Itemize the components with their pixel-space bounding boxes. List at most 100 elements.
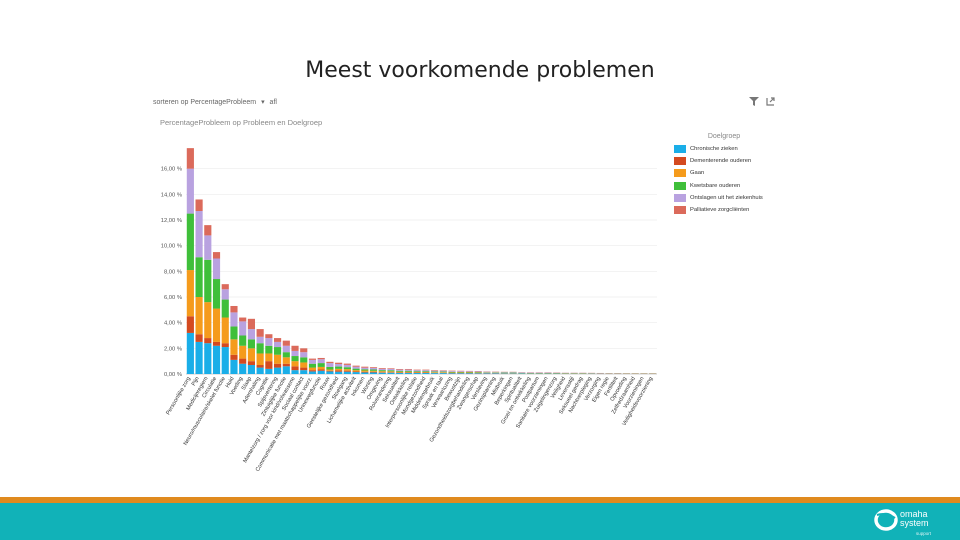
bar-segment[interactable] — [291, 345, 299, 351]
bar-segment[interactable] — [274, 338, 282, 342]
bar-segment[interactable] — [492, 371, 500, 373]
bar-segment[interactable] — [457, 372, 465, 373]
bar-segment[interactable] — [457, 371, 465, 372]
bar-segment[interactable] — [274, 341, 282, 348]
bar-segment[interactable] — [186, 270, 194, 317]
bar-segment[interactable] — [439, 371, 447, 373]
bar-segment[interactable] — [335, 362, 343, 364]
bar-segment[interactable] — [361, 371, 369, 373]
bar-segment[interactable] — [492, 373, 500, 374]
bar-segment[interactable] — [369, 371, 378, 373]
bar-segment[interactable] — [186, 148, 194, 169]
bar-segment[interactable] — [291, 356, 299, 362]
legend-item[interactable]: Palliatieve zorgcliënten — [674, 204, 774, 216]
bar-segment[interactable] — [256, 365, 264, 368]
bar-segment[interactable] — [361, 372, 369, 374]
bar-segment[interactable] — [343, 367, 351, 370]
bar-segment[interactable] — [300, 348, 308, 353]
bar-segment[interactable] — [369, 367, 378, 370]
bar-segment[interactable] — [396, 370, 404, 372]
bar-segment[interactable] — [239, 358, 247, 364]
bar-segment[interactable] — [326, 370, 334, 372]
bar-segment[interactable] — [212, 279, 221, 309]
legend-item[interactable]: Gaan — [674, 167, 774, 179]
bar-segment[interactable] — [369, 372, 378, 374]
bar-segment[interactable] — [343, 363, 351, 365]
bar-segment[interactable] — [396, 371, 404, 373]
bar-segment[interactable] — [239, 363, 247, 374]
bar-segment[interactable] — [518, 373, 526, 374]
bar-segment[interactable] — [457, 371, 465, 373]
bar-segment[interactable] — [448, 373, 456, 374]
bar-segment[interactable] — [221, 343, 229, 348]
bar-segment[interactable] — [265, 338, 273, 346]
bar-segment[interactable] — [308, 371, 317, 374]
bar-segment[interactable] — [308, 358, 317, 360]
bar-segment[interactable] — [387, 368, 395, 369]
bar-segment[interactable] — [404, 370, 412, 372]
bar-segment[interactable] — [317, 370, 325, 374]
bar-segment[interactable] — [465, 373, 474, 374]
bar-segment[interactable] — [230, 312, 238, 327]
bar-segment[interactable] — [291, 370, 299, 374]
bar-segment[interactable] — [247, 348, 255, 362]
bar-segment[interactable] — [300, 357, 308, 363]
bar-segment[interactable] — [282, 357, 290, 364]
bar-segment[interactable] — [256, 353, 264, 366]
bar-segment[interactable] — [247, 361, 255, 366]
bar-segment[interactable] — [300, 362, 308, 368]
bar-segment[interactable] — [396, 372, 404, 374]
bar-segment[interactable] — [204, 259, 212, 303]
bar-segment[interactable] — [404, 372, 412, 374]
bar-segment[interactable] — [431, 371, 439, 373]
bar-segment[interactable] — [404, 371, 412, 373]
bar-segment[interactable] — [404, 369, 412, 371]
bar-segment[interactable] — [300, 352, 308, 358]
bar-segment[interactable] — [387, 371, 395, 373]
bar-segment[interactable] — [396, 368, 404, 370]
bar-segment[interactable] — [439, 373, 447, 374]
bar-segment[interactable] — [448, 371, 456, 372]
bar-segment[interactable] — [509, 372, 517, 373]
bar-segment[interactable] — [404, 368, 412, 370]
bar-segment[interactable] — [221, 347, 229, 374]
bar-segment[interactable] — [439, 370, 447, 372]
bar-segment[interactable] — [282, 345, 290, 353]
bar-segment[interactable] — [509, 373, 517, 374]
bar-segment[interactable] — [465, 371, 474, 373]
bar-segment[interactable] — [474, 372, 482, 374]
bar-segment[interactable] — [352, 365, 360, 367]
bar-segment[interactable] — [247, 329, 255, 340]
bar-segment[interactable] — [317, 359, 325, 364]
bar-segment[interactable] — [500, 372, 508, 373]
bar-segment[interactable] — [204, 338, 212, 344]
bar-segment[interactable] — [343, 369, 351, 371]
bar-segment[interactable] — [343, 370, 351, 372]
bar-segment[interactable] — [195, 199, 203, 212]
bar-segment[interactable] — [361, 367, 369, 370]
bar-segment[interactable] — [265, 345, 273, 354]
bar-segment[interactable] — [256, 367, 264, 374]
bar-segment[interactable] — [431, 370, 439, 371]
bar-segment[interactable] — [265, 361, 273, 369]
bar-segment[interactable] — [186, 316, 194, 333]
bar-segment[interactable] — [378, 372, 386, 373]
bar-segment[interactable] — [361, 366, 369, 368]
bar-segment[interactable] — [195, 341, 203, 374]
bar-segment[interactable] — [369, 367, 378, 368]
bar-segment[interactable] — [204, 235, 212, 260]
bar-segment[interactable] — [474, 372, 482, 373]
bar-segment[interactable] — [274, 354, 282, 364]
bar-segment[interactable] — [221, 289, 229, 300]
bar-segment[interactable] — [274, 367, 282, 374]
bar-segment[interactable] — [221, 299, 229, 318]
bar-segment[interactable] — [326, 371, 334, 374]
legend-item[interactable]: Kwetsbare ouderen — [674, 180, 774, 192]
bar-segment[interactable] — [230, 359, 238, 374]
bar-segment[interactable] — [195, 297, 203, 335]
bar-segment[interactable] — [422, 369, 430, 371]
bar-segment[interactable] — [352, 372, 360, 374]
bar-segment[interactable] — [352, 371, 360, 373]
bar-segment[interactable] — [221, 317, 229, 344]
bar-segment[interactable] — [500, 373, 508, 374]
